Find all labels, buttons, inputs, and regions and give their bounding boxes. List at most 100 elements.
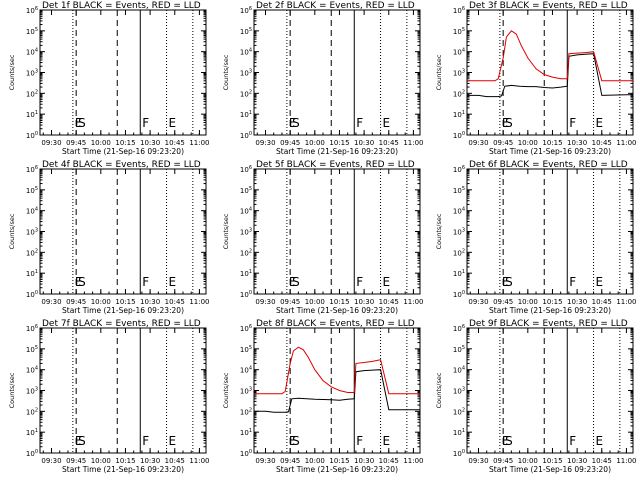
x-tick-label: 09:45 — [280, 298, 300, 306]
event-marker-S: S — [292, 434, 300, 448]
x-tick-label: 10:45 — [379, 139, 399, 147]
x-tick-label: 11:00 — [403, 139, 423, 147]
panel-1: Det 1f BLACK = Events, RED = LLD 100 101 10… — [8, 1, 210, 156]
plot-frame — [39, 9, 207, 136]
event-marker-S: S — [292, 116, 300, 130]
y-tick-label: 105 — [453, 345, 465, 354]
x-tick-label: 11:00 — [189, 139, 209, 147]
y-tick-label: 104 — [26, 366, 38, 375]
y-tick-label: 100 — [26, 131, 38, 140]
event-marker-E: E — [169, 116, 177, 130]
y-tick-label: 102 — [26, 407, 38, 416]
y-tick-label: 105 — [26, 345, 38, 354]
y-tick-label: 104 — [26, 207, 38, 216]
event-marker-F: F — [569, 116, 576, 130]
x-tick-label: 09:30 — [255, 298, 275, 306]
x-axis-label: Start Time (21-Sep-16 09:23:20) — [489, 306, 611, 315]
x-tick-label: 10:15 — [542, 457, 562, 465]
x-tick-label: 09:45 — [280, 139, 300, 147]
x-tick-label: 11:00 — [189, 457, 209, 465]
y-tick-label: 104 — [240, 48, 252, 57]
series-lld-line — [254, 346, 420, 395]
y-tick-label: 106 — [453, 6, 465, 15]
event-marker-E: E — [169, 275, 177, 289]
x-tick-label: 10:45 — [592, 298, 612, 306]
y-axis-label: Counts/sec — [222, 54, 230, 90]
y-tick-label: 105 — [26, 186, 38, 195]
event-marker-E: E — [502, 275, 510, 289]
x-tick-label: 10:00 — [305, 298, 325, 306]
y-tick-label: 100 — [453, 449, 465, 458]
x-tick-label: 10:45 — [379, 298, 399, 306]
y-tick-label: 105 — [26, 27, 38, 36]
x-tick-label: 10:45 — [592, 457, 612, 465]
y-tick-label: 104 — [453, 48, 465, 57]
y-tick-label: 106 — [453, 165, 465, 174]
y-tick-label: 101 — [240, 110, 252, 119]
event-marker-E: E — [289, 434, 297, 448]
event-marker-S: S — [505, 434, 513, 448]
event-marker-E: E — [383, 434, 391, 448]
event-marker-F: F — [356, 275, 363, 289]
x-axis-label: Start Time (21-Sep-16 09:23:20) — [62, 147, 184, 156]
y-tick-label: 106 — [453, 324, 465, 333]
panel-title: Det 2f BLACK = Events, RED = LLD — [256, 1, 415, 11]
panel-4: Det 4f BLACK = Events, RED = LLD 100 101 10… — [8, 160, 210, 315]
x-axis-label: Start Time (21-Sep-16 09:23:20) — [62, 465, 184, 474]
y-tick-label: 106 — [26, 324, 38, 333]
y-tick-label: 104 — [453, 207, 465, 216]
y-tick-label: 104 — [453, 366, 465, 375]
x-tick-label: 11:00 — [403, 298, 423, 306]
x-tick-label: 11:00 — [616, 457, 636, 465]
x-tick-label: 10:00 — [91, 139, 111, 147]
x-tick-label: 09:30 — [41, 139, 61, 147]
y-tick-label: 103 — [453, 228, 465, 237]
y-tick-label: 101 — [26, 269, 38, 278]
y-tick-label: 103 — [240, 387, 252, 396]
panel-5: Det 5f BLACK = Events, RED = LLD 100 101 10… — [222, 160, 424, 315]
y-tick-label: 102 — [453, 407, 465, 416]
x-axis-label: Start Time (21-Sep-16 09:23:20) — [276, 306, 398, 315]
x-tick-label: 10:00 — [518, 457, 538, 465]
x-tick-label: 10:30 — [140, 457, 160, 465]
x-tick-label: 10:15 — [115, 139, 135, 147]
x-tick-label: 10:30 — [567, 139, 587, 147]
x-tick-label: 10:15 — [542, 298, 562, 306]
event-marker-F: F — [569, 275, 576, 289]
x-tick-label: 10:15 — [115, 457, 135, 465]
x-tick-label: 09:45 — [66, 139, 86, 147]
x-tick-label: 10:00 — [305, 457, 325, 465]
x-tick-label: 09:30 — [468, 457, 488, 465]
y-axis-label: Counts/sec — [222, 213, 230, 249]
y-tick-label: 104 — [26, 48, 38, 57]
y-tick-label: 101 — [240, 269, 252, 278]
event-marker-E: E — [596, 275, 604, 289]
panel-title: Det 5f BLACK = Events, RED = LLD — [256, 160, 415, 170]
y-tick-label: 106 — [240, 6, 252, 15]
event-marker-E: E — [502, 434, 510, 448]
x-tick-label: 10:45 — [165, 139, 185, 147]
y-tick-label: 102 — [240, 407, 252, 416]
plot-frame — [253, 327, 421, 454]
event-marker-S: S — [78, 434, 86, 448]
y-tick-label: 105 — [240, 27, 252, 36]
y-tick-label: 106 — [240, 324, 252, 333]
plot-frame — [466, 9, 634, 136]
panel-9: Det 9f BLACK = Events, RED = LLD 100 101 10… — [435, 319, 637, 474]
event-marker-S: S — [292, 275, 300, 289]
event-marker-S: S — [505, 116, 513, 130]
event-marker-F: F — [356, 434, 363, 448]
y-tick-label: 102 — [240, 248, 252, 257]
event-marker-E: E — [289, 116, 297, 130]
y-tick-label: 105 — [453, 186, 465, 195]
y-tick-label: 103 — [240, 69, 252, 78]
event-marker-F: F — [142, 434, 149, 448]
event-marker-E: E — [383, 275, 391, 289]
y-axis-label: Counts/sec — [435, 213, 443, 249]
y-tick-label: 100 — [453, 131, 465, 140]
x-tick-label: 10:45 — [379, 457, 399, 465]
x-tick-label: 09:45 — [493, 457, 513, 465]
x-tick-label: 10:15 — [329, 457, 349, 465]
